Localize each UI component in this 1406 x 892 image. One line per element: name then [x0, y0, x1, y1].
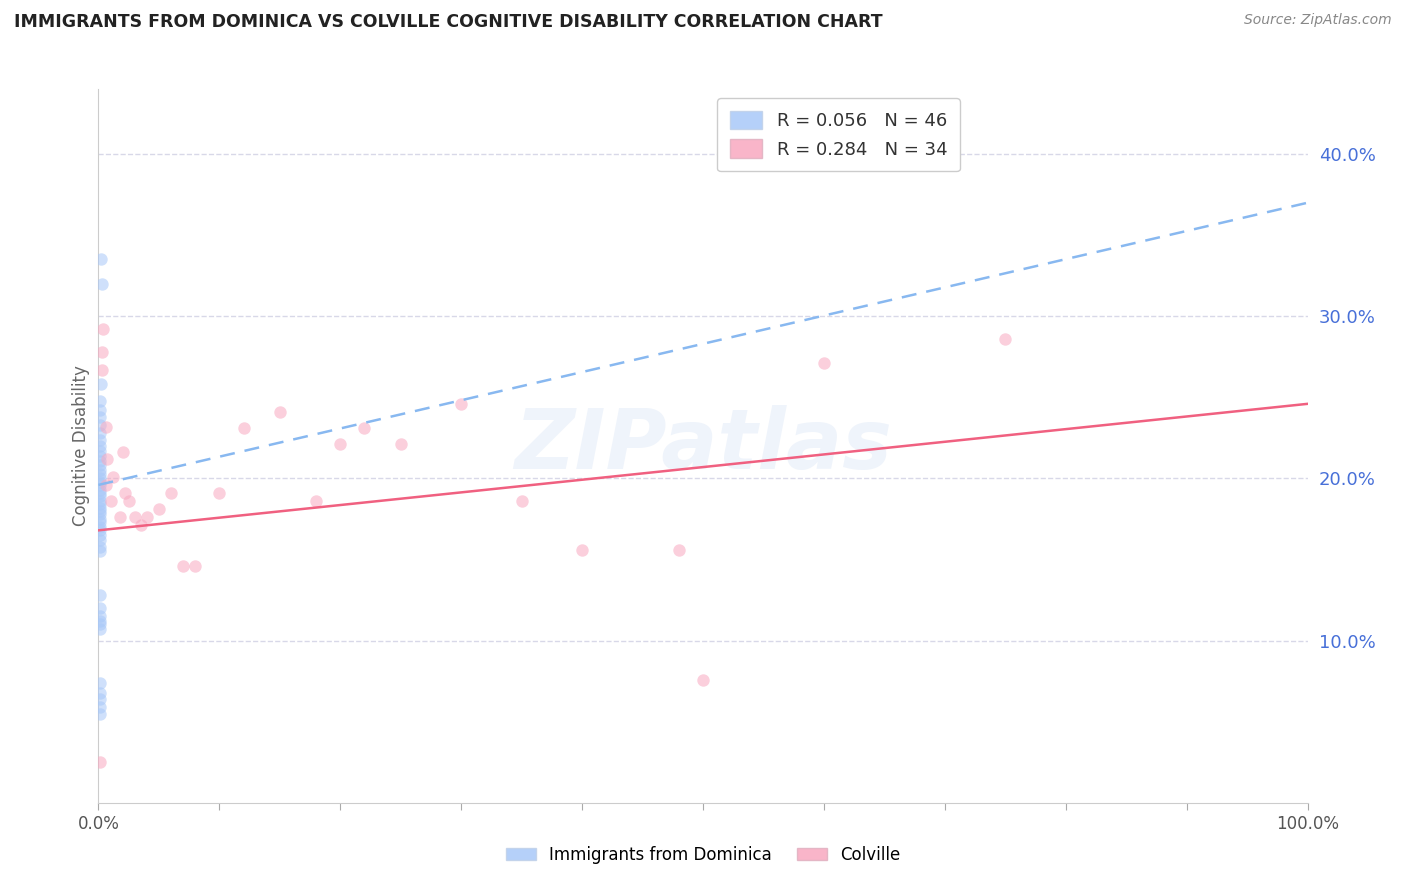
Point: [91, 345, 114, 359]
Point: [118, 494, 141, 508]
Legend: R = 0.056   N = 46, R = 0.284   N = 34: R = 0.056 N = 46, R = 0.284 N = 34: [717, 98, 960, 171]
Point: [100, 494, 122, 508]
Point: [89, 700, 111, 714]
Point: [89, 588, 111, 602]
Point: [91, 322, 114, 336]
Text: Source: ZipAtlas.com: Source: ZipAtlas.com: [1244, 13, 1392, 28]
Point: [89, 443, 111, 458]
Point: [160, 486, 183, 500]
Point: [89, 609, 111, 624]
Point: [89, 756, 111, 770]
Point: [89, 614, 111, 628]
Point: [89, 500, 111, 515]
Text: IMMIGRANTS FROM DOMINICA VS COLVILLE COGNITIVE DISABILITY CORRELATION CHART: IMMIGRANTS FROM DOMINICA VS COLVILLE COG…: [14, 13, 883, 31]
Point: [91, 277, 114, 291]
Point: [571, 542, 593, 557]
Text: ZIPatlas: ZIPatlas: [515, 406, 891, 486]
Point: [353, 421, 375, 435]
Point: [172, 559, 194, 574]
Point: [329, 437, 352, 451]
Point: [94, 419, 117, 434]
Point: [135, 510, 157, 524]
Point: [89, 622, 111, 636]
Point: [89, 475, 111, 489]
Point: [184, 559, 207, 574]
Point: [89, 467, 111, 481]
Point: [89, 533, 111, 547]
Point: [668, 542, 690, 557]
Point: [148, 502, 170, 516]
Point: [89, 494, 111, 508]
Point: [89, 458, 111, 473]
Point: [91, 363, 114, 377]
Point: [89, 520, 111, 534]
Point: [89, 601, 111, 615]
Y-axis label: Cognitive Disability: Cognitive Disability: [72, 366, 90, 526]
Point: [89, 471, 111, 485]
Point: [94, 478, 117, 492]
Legend: Immigrants from Dominica, Colville: Immigrants from Dominica, Colville: [499, 839, 907, 871]
Point: [89, 409, 111, 424]
Point: [89, 706, 111, 721]
Point: [89, 449, 111, 463]
Point: [89, 425, 111, 440]
Point: [692, 673, 714, 687]
Point: [108, 510, 131, 524]
Point: [89, 478, 111, 492]
Point: [89, 685, 111, 699]
Point: [89, 453, 111, 467]
Point: [305, 494, 328, 508]
Point: [89, 507, 111, 521]
Point: [89, 504, 111, 518]
Point: [89, 417, 111, 432]
Point: [813, 356, 835, 370]
Point: [89, 692, 111, 706]
Point: [89, 524, 111, 538]
Point: [89, 512, 111, 526]
Point: [450, 397, 472, 411]
Point: [89, 675, 111, 690]
Point: [89, 483, 111, 497]
Point: [111, 445, 134, 459]
Point: [89, 528, 111, 542]
Point: [89, 544, 111, 558]
Point: [114, 486, 136, 500]
Point: [89, 540, 111, 554]
Point: [89, 515, 111, 529]
Point: [89, 403, 111, 417]
Point: [90, 377, 112, 392]
Point: [232, 421, 254, 435]
Point: [101, 470, 124, 484]
Point: [124, 510, 146, 524]
Point: [89, 486, 111, 500]
Point: [96, 452, 118, 467]
Point: [510, 494, 533, 508]
Point: [90, 252, 112, 267]
Point: [89, 433, 111, 447]
Point: [389, 437, 412, 451]
Point: [89, 393, 111, 408]
Point: [89, 489, 111, 503]
Point: [89, 463, 111, 477]
Point: [994, 332, 1017, 346]
Point: [89, 497, 111, 511]
Point: [208, 486, 231, 500]
Point: [269, 405, 291, 419]
Point: [129, 518, 152, 533]
Point: [89, 617, 111, 632]
Point: [89, 439, 111, 453]
